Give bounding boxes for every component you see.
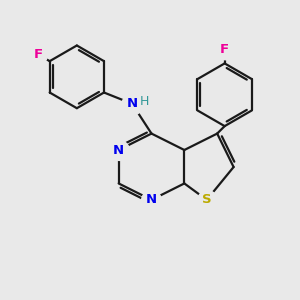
Text: N: N <box>127 97 138 110</box>
Text: S: S <box>202 194 211 206</box>
Text: H: H <box>140 95 149 108</box>
Text: N: N <box>113 143 124 157</box>
Text: F: F <box>220 44 229 56</box>
Text: F: F <box>34 48 43 61</box>
Text: N: N <box>146 194 157 206</box>
